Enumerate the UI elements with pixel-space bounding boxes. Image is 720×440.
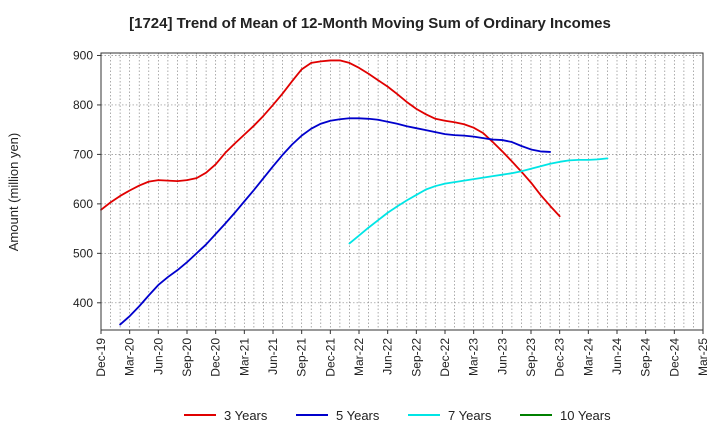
series-line-7-years <box>348 157 609 245</box>
x-tick-label: Sep-23 <box>524 338 538 377</box>
series-layer <box>100 59 609 326</box>
y-tick-label: 400 <box>73 296 93 310</box>
chart-title: [1724] Trend of Mean of 12-Month Moving … <box>129 15 611 32</box>
x-tick-label: Jun-22 <box>381 338 395 375</box>
x-tick-label: Mar-21 <box>237 338 251 376</box>
y-tick-label: 900 <box>73 48 93 62</box>
x-tick-label: Sep-22 <box>409 338 423 377</box>
series-line-3-years <box>100 59 561 218</box>
legend-label-7-years: 7 Years <box>448 408 492 423</box>
x-tick-label: Sep-20 <box>180 338 194 377</box>
series-line-5-years <box>119 117 552 326</box>
y-tick-label: 500 <box>73 246 93 260</box>
y-tick-label: 600 <box>73 197 93 211</box>
x-tick-labels: Dec-19 Mar-20 Jun-20 Sep-20 Dec-20 Mar-21 Jun-… <box>94 330 710 377</box>
legend-label-10-years: 10 Years <box>560 408 611 423</box>
x-tick-label: Dec-22 <box>438 338 452 377</box>
y-tick-label: 800 <box>73 98 93 112</box>
x-tick-label: Dec-21 <box>323 338 337 377</box>
x-tick-label: Mar-25 <box>696 338 710 376</box>
legend-label-5-years: 5 Years <box>336 408 380 423</box>
y-axis-label: Amount (million yen) <box>6 133 21 252</box>
plot-frame <box>100 52 704 331</box>
legend-label-3-years: 3 Years <box>224 408 268 423</box>
x-tick-label: Dec-23 <box>553 338 567 377</box>
x-tick-label: Sep-24 <box>639 338 653 377</box>
x-tick-label: Mar-20 <box>123 338 137 376</box>
x-tick-label: Mar-22 <box>352 338 366 376</box>
x-tick-label: Mar-23 <box>467 338 481 376</box>
y-tick-labels: 400 500 600 700 800 900 <box>73 48 101 310</box>
legend: 3 Years 5 Years 7 Years 10 Years <box>184 408 611 423</box>
y-tick-label: 700 <box>73 147 93 161</box>
grid-layer <box>101 53 703 330</box>
x-tick-label: Jun-24 <box>610 338 624 375</box>
x-tick-label: Dec-20 <box>209 338 223 377</box>
x-tick-label: Mar-24 <box>581 338 595 376</box>
x-tick-label: Jun-21 <box>266 338 280 375</box>
x-tick-label: Dec-24 <box>667 338 681 377</box>
x-tick-label: Dec-19 <box>94 338 108 377</box>
x-tick-label: Jun-20 <box>151 338 165 375</box>
x-tick-label: Sep-21 <box>295 338 309 377</box>
x-tick-label: Jun-23 <box>495 338 509 375</box>
